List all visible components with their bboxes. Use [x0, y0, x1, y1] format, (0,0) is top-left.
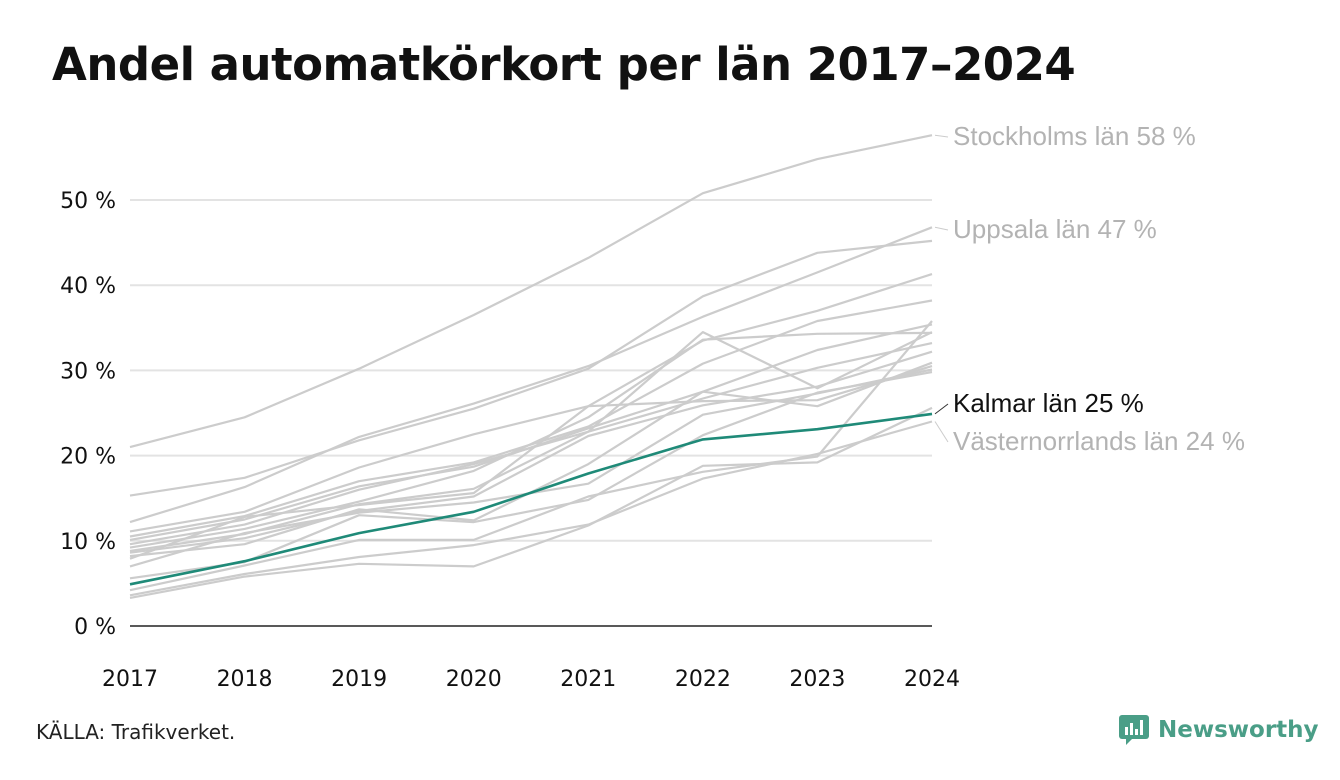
newsworthy-logo-icon — [1119, 715, 1149, 745]
series-line — [129, 331, 933, 546]
series-end-label: Västernorrlands län 24 % — [953, 426, 1245, 456]
highlight-series-line — [129, 412, 933, 586]
axes: 0 % 10 % 20 % 30 % 40 % 50 % 2017 2018 2019 2020 2… — [60, 189, 960, 692]
x-tick-label: 2022 — [675, 667, 731, 692]
brand-name: Newsworthy — [1158, 717, 1319, 743]
x-tick-label: 2017 — [102, 667, 158, 692]
x-tick-label: 2018 — [217, 667, 273, 692]
x-tick-label: 2021 — [560, 667, 616, 692]
context-series-lines — [129, 134, 933, 599]
y-tick-label: 50 % — [60, 189, 116, 214]
label-leader-line — [934, 421, 949, 443]
series-line — [129, 323, 933, 541]
source-note: KÄLLA: Trafikverket. — [36, 720, 236, 744]
label-leader-line — [934, 134, 949, 138]
series-line — [129, 299, 933, 538]
label-leader-line — [934, 226, 949, 231]
chart-title: Andel automatkörkort per län 2017–2024 — [52, 38, 1076, 91]
series-line — [129, 239, 933, 497]
x-tick-label: 2023 — [789, 667, 845, 692]
series-end-label: Uppsala län 47 % — [953, 214, 1157, 244]
x-tick-label: 2019 — [331, 667, 387, 692]
series-line — [129, 406, 933, 599]
series-line — [129, 371, 933, 580]
gridlines — [130, 199, 932, 542]
series-line — [129, 273, 933, 533]
series-labels: Stockholms län 58 % Uppsala län 47 % Kalma… — [934, 121, 1245, 456]
x-tick-label: 2020 — [446, 667, 502, 692]
series-line — [129, 226, 933, 524]
highlight-series-line — [129, 412, 933, 586]
y-tick-label: 20 % — [60, 445, 116, 470]
y-tick-label: 0 % — [74, 615, 116, 640]
series-line — [129, 331, 933, 549]
series-line — [129, 350, 933, 554]
y-tick-label: 30 % — [60, 359, 116, 384]
y-tick-label: 10 % — [60, 530, 116, 555]
brand-logo[interactable]: Newsworthy — [1118, 714, 1319, 746]
series-end-label: Kalmar län 25 % — [953, 388, 1144, 418]
x-tick-label: 2024 — [904, 667, 960, 692]
y-tick-label: 40 % — [60, 274, 116, 299]
series-line — [129, 134, 933, 449]
label-leader-line — [934, 403, 949, 415]
series-end-label: Stockholms län 58 % — [953, 121, 1196, 151]
series-line — [129, 320, 933, 592]
